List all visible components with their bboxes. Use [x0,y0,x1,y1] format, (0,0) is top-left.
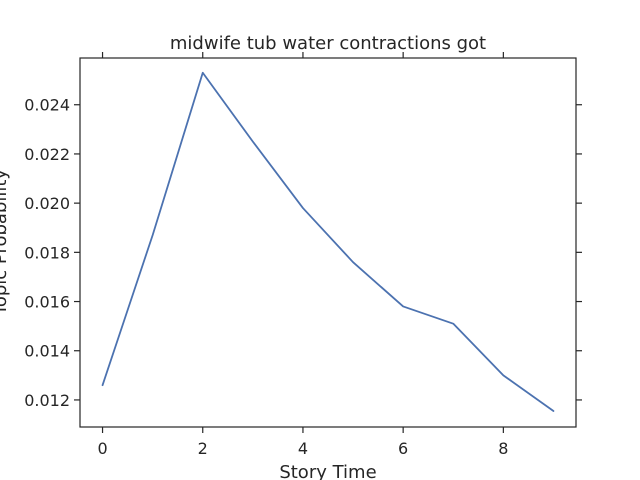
y-tick-label: 0.024 [24,96,70,115]
x-tick-label: 4 [298,439,308,458]
y-tick-label: 0.020 [24,194,70,213]
x-tick-label: 8 [498,439,508,458]
chart-title: midwife tub water contractions got [170,33,486,54]
x-tick-label: 6 [398,439,408,458]
y-tick-label: 0.014 [24,342,70,361]
x-axis-label: Story Time [279,462,376,480]
plot-background [80,58,576,427]
y-tick-label: 0.022 [24,145,70,164]
y-tick-label: 0.018 [24,243,70,262]
y-tick-label: 0.012 [24,391,70,410]
series-line-topic-probability [101,71,555,412]
x-tick-label: 0 [97,439,107,458]
ticks-layer: 0 2 4 6 8 0.012 0.014 0.016 0.018 0.020 0.022 0.024 [24,52,582,458]
x-tick-label: 2 [198,439,208,458]
plot-frame [79,57,577,428]
y-axis-label: Topic Probability [0,169,11,316]
y-tick-label: 0.016 [24,293,70,312]
